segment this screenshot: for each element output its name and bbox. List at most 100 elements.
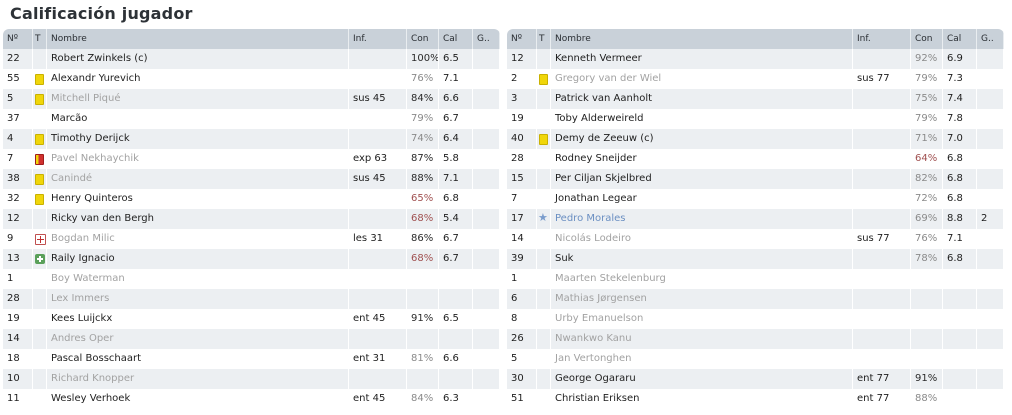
col-header-t[interactable]: T bbox=[537, 29, 551, 49]
player-name[interactable]: Gregory van der Wiel bbox=[551, 69, 853, 89]
player-name[interactable]: Marcão bbox=[47, 109, 349, 129]
col-header-condition[interactable]: Con bbox=[911, 29, 943, 49]
table-row[interactable]: 30 George Ogararu ent 77 91% bbox=[507, 369, 1004, 389]
table-row[interactable]: 2 Gregory van der Wiel sus 77 79% 7.3 bbox=[507, 69, 1004, 89]
table-row[interactable]: 13 Raily Ignacio 68% 6.7 bbox=[3, 249, 500, 269]
table-row[interactable]: 40 Demy de Zeeuw (c) 71% 7.0 bbox=[507, 129, 1004, 149]
table-row[interactable]: 12 Kenneth Vermeer 92% 6.9 bbox=[507, 49, 1004, 69]
table-row[interactable]: 10 Richard Knopper bbox=[3, 369, 500, 389]
table-row[interactable]: 4 Timothy Derijck 74% 6.4 bbox=[3, 129, 500, 149]
player-name[interactable]: Nwankwo Kanu bbox=[551, 329, 853, 349]
col-header-condition[interactable]: Con bbox=[407, 29, 439, 49]
player-goals bbox=[977, 229, 1004, 249]
player-name[interactable]: Urby Emanuelson bbox=[551, 309, 853, 329]
col-header-goals[interactable]: G.. bbox=[473, 29, 500, 49]
table-row[interactable]: 28 Rodney Sneijder 64% 6.8 bbox=[507, 149, 1004, 169]
player-name[interactable]: Demy de Zeeuw (c) bbox=[551, 129, 853, 149]
col-header-rating[interactable]: Cal bbox=[439, 29, 473, 49]
col-header-t[interactable]: T bbox=[33, 29, 47, 49]
col-header-info[interactable]: Inf. bbox=[349, 29, 407, 49]
player-name[interactable]: Henry Quinteros bbox=[47, 189, 349, 209]
table-row[interactable]: 1 Boy Waterman bbox=[3, 269, 500, 289]
player-name[interactable]: Per Ciljan Skjelbred bbox=[551, 169, 853, 189]
table-row[interactable]: 8 Urby Emanuelson bbox=[507, 309, 1004, 329]
table-row[interactable]: 11 Wesley Verhoek ent 45 84% 6.3 bbox=[3, 389, 500, 409]
player-name[interactable]: Canindé bbox=[47, 169, 349, 189]
table-row[interactable]: 37 Marcão 79% 6.7 bbox=[3, 109, 500, 129]
player-name[interactable]: Raily Ignacio bbox=[47, 249, 349, 269]
col-header-goals[interactable]: G.. bbox=[977, 29, 1004, 49]
player-name[interactable]: Pavel Nekhaychik bbox=[47, 149, 349, 169]
table-row[interactable]: 55 Alexandr Yurevich 76% 7.1 bbox=[3, 69, 500, 89]
player-info: ent 31 bbox=[349, 349, 407, 369]
player-name[interactable]: Timothy Derijck bbox=[47, 129, 349, 149]
col-header-info[interactable]: Inf. bbox=[853, 29, 911, 49]
table-row[interactable]: 1 Maarten Stekelenburg bbox=[507, 269, 1004, 289]
player-name[interactable]: Patrick van Aanholt bbox=[551, 89, 853, 109]
yellow-card-icon bbox=[539, 74, 548, 85]
col-header-number[interactable]: Nº bbox=[3, 29, 33, 49]
player-name[interactable]: Jonathan Legear bbox=[551, 189, 853, 209]
player-name[interactable]: Mitchell Piqué bbox=[47, 89, 349, 109]
table-row[interactable]: 5 Jan Vertonghen bbox=[507, 349, 1004, 369]
table-row[interactable]: 12 Ricky van den Bergh 68% 5.4 bbox=[3, 209, 500, 229]
player-name[interactable]: Christian Eriksen bbox=[551, 389, 853, 409]
table-row[interactable]: 3 Patrick van Aanholt 75% 7.4 bbox=[507, 89, 1004, 109]
player-name[interactable]: Jan Vertonghen bbox=[551, 349, 853, 369]
player-name[interactable]: Mathias Jørgensen bbox=[551, 289, 853, 309]
player-name[interactable]: Nicolás Lodeiro bbox=[551, 229, 853, 249]
player-goals bbox=[473, 389, 500, 409]
player-number: 7 bbox=[507, 189, 537, 209]
player-goals bbox=[977, 69, 1004, 89]
player-name[interactable]: Alexandr Yurevich bbox=[47, 69, 349, 89]
player-name[interactable]: Kees Luijckx bbox=[47, 309, 349, 329]
table-row[interactable]: 22 Robert Zwinkels (c) 100% 6.5 bbox=[3, 49, 500, 69]
table-row[interactable]: 7 Pavel Nekhaychik exp 63 87% 5.8 bbox=[3, 149, 500, 169]
player-name[interactable]: Lex Immers bbox=[47, 289, 349, 309]
col-header-name[interactable]: Nombre bbox=[47, 29, 349, 49]
table-row[interactable]: 17 ★ Pedro Morales 69% 8.8 2 bbox=[507, 209, 1004, 229]
table-row[interactable]: 39 Suk 78% 6.8 bbox=[507, 249, 1004, 269]
table-row[interactable]: 15 Per Ciljan Skjelbred 82% 6.8 bbox=[507, 169, 1004, 189]
player-number: 37 bbox=[3, 109, 33, 129]
player-rating: 8.8 bbox=[943, 209, 977, 229]
table-row[interactable]: 26 Nwankwo Kanu bbox=[507, 329, 1004, 349]
table-row[interactable]: 18 Pascal Bosschaart ent 31 81% 6.6 bbox=[3, 349, 500, 369]
player-condition: 88% bbox=[407, 169, 439, 189]
player-name[interactable]: Kenneth Vermeer bbox=[551, 49, 853, 69]
player-name[interactable]: Suk bbox=[551, 249, 853, 269]
player-name[interactable]: Richard Knopper bbox=[47, 369, 349, 389]
table-row[interactable]: 14 Andres Oper bbox=[3, 329, 500, 349]
player-name[interactable]: Robert Zwinkels (c) bbox=[47, 49, 349, 69]
player-name[interactable]: Wesley Verhoek bbox=[47, 389, 349, 409]
table-row[interactable]: 5 Mitchell Piqué sus 45 84% 6.6 bbox=[3, 89, 500, 109]
col-header-number[interactable]: Nº bbox=[507, 29, 537, 49]
player-name[interactable]: Toby Alderweireld bbox=[551, 109, 853, 129]
player-number: 15 bbox=[507, 169, 537, 189]
table-row[interactable]: 28 Lex Immers bbox=[3, 289, 500, 309]
player-status bbox=[537, 229, 551, 249]
table-row[interactable]: 6 Mathias Jørgensen bbox=[507, 289, 1004, 309]
table-row[interactable]: 19 Kees Luijckx ent 45 91% 6.5 bbox=[3, 309, 500, 329]
player-name[interactable]: George Ogararu bbox=[551, 369, 853, 389]
table-row[interactable]: 7 Jonathan Legear 72% 6.8 bbox=[507, 189, 1004, 209]
player-rating: 7.4 bbox=[943, 89, 977, 109]
table-row[interactable]: 32 Henry Quinteros 65% 6.8 bbox=[3, 189, 500, 209]
player-name[interactable]: Maarten Stekelenburg bbox=[551, 269, 853, 289]
col-header-rating[interactable]: Cal bbox=[943, 29, 977, 49]
table-row[interactable]: 38 Canindé sus 45 88% 7.1 bbox=[3, 169, 500, 189]
player-name[interactable]: Andres Oper bbox=[47, 329, 349, 349]
player-name[interactable]: Pedro Morales bbox=[551, 209, 853, 229]
player-name[interactable]: Rodney Sneijder bbox=[551, 149, 853, 169]
player-info bbox=[349, 69, 407, 89]
player-name[interactable]: Boy Waterman bbox=[47, 269, 349, 289]
player-name[interactable]: Bogdan Milic bbox=[47, 229, 349, 249]
player-name[interactable]: Pascal Bosschaart bbox=[47, 349, 349, 369]
table-row[interactable]: 51 Christian Eriksen ent 77 88% bbox=[507, 389, 1004, 409]
table-row[interactable]: 9 Bogdan Milic les 31 86% 6.7 bbox=[3, 229, 500, 249]
table-row[interactable]: 19 Toby Alderweireld 79% 7.8 bbox=[507, 109, 1004, 129]
player-goals bbox=[977, 249, 1004, 269]
player-name[interactable]: Ricky van den Bergh bbox=[47, 209, 349, 229]
table-row[interactable]: 14 Nicolás Lodeiro sus 77 76% 7.1 bbox=[507, 229, 1004, 249]
col-header-name[interactable]: Nombre bbox=[551, 29, 853, 49]
